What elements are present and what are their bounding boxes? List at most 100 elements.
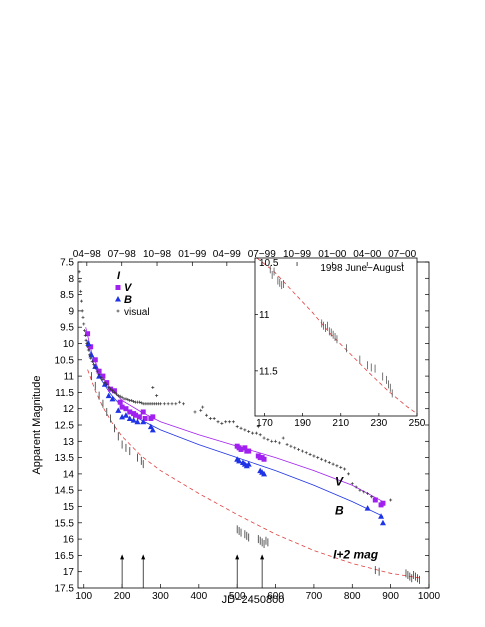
point-v-13 [133,412,139,418]
point-visual-16 [92,363,96,367]
point-visual-9 [84,338,88,342]
point-visual-65 [212,416,216,420]
point-visual-51 [158,402,162,406]
point-visual-76 [254,431,258,435]
point-v-0 [85,331,91,337]
point-visual-14 [89,356,93,360]
x-axis: 100 200 300 400 500 600 700 800 900 1000 [75,584,441,602]
x-tick-label-0: 100 [75,591,92,602]
point-visual-57 [181,402,185,406]
arrows [120,554,265,588]
top-tick-label-0: 04−98 [73,249,102,260]
point-v-31 [380,500,386,506]
point-visual-103 [354,485,358,489]
point-visual-36 [130,399,134,403]
point-v-15 [140,409,146,415]
point-visual-15 [90,359,94,363]
point-visual-34 [126,398,130,402]
y-tick-label-8: 11.5 [55,388,74,399]
arrow-head-1 [141,554,146,560]
point-v-7 [111,388,117,394]
point-v-29 [372,497,378,503]
point-visual-30 [118,394,122,398]
point-visual-7 [83,328,87,332]
point-v-18 [150,414,156,420]
point-v-1 [88,344,94,350]
point-visual-107 [369,495,373,499]
inset-title: 1998 June−August [320,263,404,274]
point-visual-21 [101,377,105,381]
inset-x-tick-label-1: 190 [294,418,311,429]
series-labels: V B I+2 mag [333,474,379,561]
top-tick-label-9: 07−00 [388,249,417,260]
point-visual-105 [362,490,366,494]
point-b-2 [92,363,99,369]
point-v-10 [123,406,129,412]
arrow-head-0 [120,554,125,560]
point-b-1 [88,351,95,358]
point-visual-58 [151,386,155,390]
y-tick-label-17: 16 [63,535,75,546]
point-visual-92 [312,454,316,458]
x-tick-label-4: 500 [229,591,246,602]
point-visual-53 [166,402,170,406]
point-visual-12 [86,348,90,352]
x-tick-label-6: 700 [306,591,323,602]
point-visual-106 [366,491,370,495]
y-axis-title: Apparent Magnitude [31,375,43,474]
point-b-11 [130,417,137,423]
point-visual-87 [293,446,297,450]
point-visual-104 [358,488,362,492]
point-visual-63 [205,413,209,417]
point-visual-90 [304,451,308,455]
point-visual-95 [323,459,327,463]
y-tick-label-0: 7.5 [60,258,74,269]
point-v-14 [136,414,142,420]
inset-frame [254,257,418,417]
fit-line-i-2-mag [87,369,422,579]
point-b-15 [149,426,156,433]
point-visual-79 [262,436,266,440]
legend-label-visual: visual [124,307,150,318]
inset-y-tick-label-0: 10.5 [259,258,279,269]
y-tick-label-11: 13 [63,437,75,448]
arrow-head-3 [260,554,265,560]
point-visual-56 [178,400,182,404]
point-b-9 [122,412,129,418]
point-v-8 [117,399,123,405]
point-visual-52 [162,402,166,406]
point-b-10 [126,415,133,421]
inset-plot: 170 190 210 230 250 10.5 11 11.5 [255,257,426,429]
y-tick-label-18: 16.5 [55,551,75,562]
point-v-24 [246,448,252,454]
point-visual-26 [111,389,115,393]
point-v-4 [100,373,106,379]
data-marks [77,270,420,584]
point-visual-19 [97,372,101,376]
point-v-28 [261,456,267,462]
x-tick-label-7: 800 [344,591,361,602]
y-axis: 7.5 8 8.5 9 9.5 10 10.5 11 11.5 12 12.5 13 13.5 14 14.… [55,258,429,595]
point-visual-37 [132,400,136,404]
point-v-11 [127,409,133,415]
point-visual-11 [86,345,90,349]
y-tick-label-15: 15 [63,502,75,513]
y-tick-label-20: 17.5 [55,584,75,595]
point-visual-8 [83,333,87,337]
point-visual-89 [300,449,304,453]
point-visual-67 [220,421,224,425]
point-visual-108 [389,498,393,502]
point-visual-88 [297,447,301,451]
point-visual-80 [266,438,270,442]
legend-marker-visual [116,309,120,313]
point-v-22 [242,445,248,451]
point-b-24 [261,470,268,477]
point-visual-20 [99,376,103,380]
point-visual-6 [82,322,86,326]
point-b-6 [109,395,116,402]
point-b-26 [378,513,385,519]
point-visual-99 [339,465,343,469]
point-visual-3 [79,299,83,303]
point-visual-69 [228,420,232,424]
